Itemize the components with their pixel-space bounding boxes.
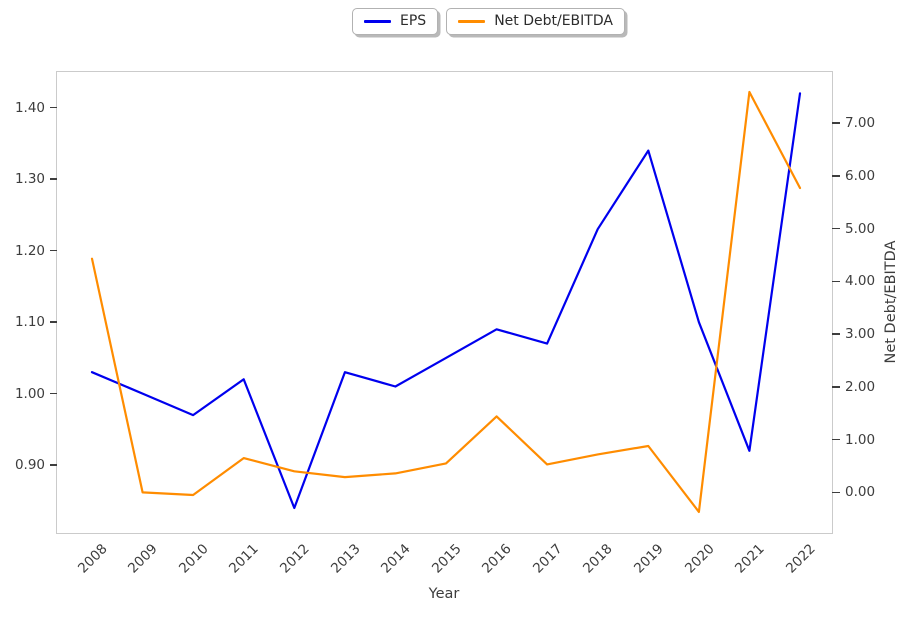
legend: EPS Net Debt/EBITDA (352, 8, 625, 35)
x-tick-label: 2019 (631, 541, 667, 577)
x-tick-label: 2009 (125, 541, 161, 577)
eps-line (90, 91, 801, 509)
right-y-tick-mark (832, 438, 840, 441)
left-y-tick-label: 1.20 (14, 242, 45, 259)
x-tick-label: 2008 (74, 541, 111, 577)
x-tick-label: 2017 (529, 541, 566, 577)
x-tick-label: 2013 (327, 541, 364, 577)
legend-label-eps: EPS (400, 13, 427, 29)
plot-area (55, 70, 833, 534)
right-y-tick-label: 2.00 (845, 378, 876, 395)
right-y-tick-label: 4.00 (845, 273, 876, 290)
left-y-tick-mark (49, 249, 57, 252)
x-tick-label: 2015 (428, 541, 465, 577)
right-y-tick-mark (832, 122, 840, 124)
left-y-tick-label: 1.10 (14, 314, 45, 331)
left-y-tick-mark (49, 178, 57, 180)
right-y-tick-mark (832, 333, 840, 335)
left-y-tick-label: 1.30 (14, 171, 45, 188)
legend-item-eps: EPS (352, 8, 439, 35)
eps-line-swatch (364, 20, 391, 23)
x-tick-label: 2022 (782, 541, 819, 577)
net-debt-ebitda-line (90, 90, 801, 513)
left-y-tick-mark (49, 321, 57, 323)
net-debt-ebitda-line-swatch (458, 20, 486, 23)
left-y-tick-label: 1.40 (14, 99, 45, 116)
x-tick-label: 2021 (732, 541, 768, 577)
x-tick-label: 2012 (277, 541, 313, 577)
x-tick-label: 2018 (580, 541, 617, 577)
right-y-tick-mark (832, 175, 840, 177)
legend-item-net-debt-ebitda: Net Debt/EBITDA (446, 8, 625, 35)
right-y-axis-label: Net Debt/EBITDA (883, 240, 899, 364)
left-y-tick-mark (49, 392, 57, 395)
left-y-tick-mark (49, 106, 57, 109)
right-y-tick-label: 0.00 (845, 484, 876, 501)
x-tick-label: 2016 (479, 541, 515, 577)
right-y-tick-mark (832, 386, 840, 388)
right-y-tick-mark (832, 280, 840, 283)
legend-label-net-debt-ebitda: Net Debt/EBITDA (494, 13, 613, 29)
right-y-tick-mark (832, 491, 840, 494)
x-tick-label: 2014 (378, 541, 414, 577)
line-chart-canvas (90, 90, 801, 513)
left-y-tick-label: 1.00 (14, 385, 45, 402)
right-y-tick-label: 7.00 (845, 115, 876, 132)
right-y-tick-label: 6.00 (845, 167, 876, 184)
right-y-tick-label: 3.00 (845, 326, 876, 343)
right-y-tick-label: 5.00 (845, 220, 876, 237)
left-y-tick-mark (49, 464, 57, 466)
right-y-tick-label: 1.00 (845, 431, 876, 448)
right-y-tick-mark (832, 227, 840, 230)
left-y-tick-label: 0.90 (14, 457, 45, 474)
x-tick-label: 2011 (226, 541, 263, 577)
x-tick-label: 2020 (681, 541, 718, 577)
x-axis-label: Year (428, 586, 460, 602)
x-tick-label: 2010 (175, 541, 212, 577)
